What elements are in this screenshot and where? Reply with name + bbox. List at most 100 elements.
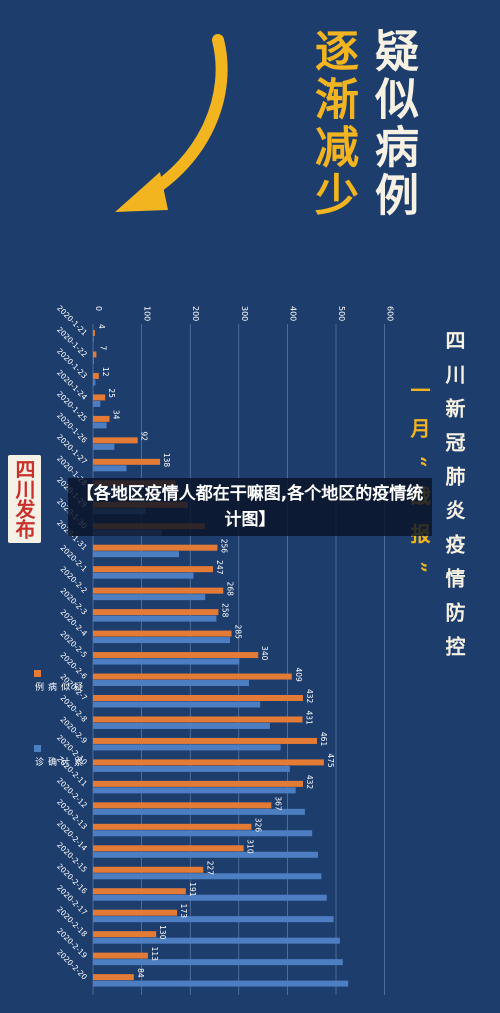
tick-label: 400	[288, 306, 297, 321]
bar-confirmed	[93, 787, 296, 794]
data-label: 475	[326, 753, 335, 768]
data-label: 310	[246, 839, 255, 854]
bar-confirmed	[93, 808, 305, 815]
bar-suspected	[93, 673, 292, 680]
legend-swatch-suspected	[34, 670, 41, 677]
data-label: 247	[215, 560, 224, 575]
bar-confirmed	[93, 379, 96, 386]
tick-label: 200	[191, 306, 200, 321]
bar-confirmed	[93, 443, 115, 450]
subtitle: 逐渐减少	[307, 28, 358, 220]
data-label: 367	[273, 796, 282, 811]
bar-confirmed	[93, 873, 322, 880]
bar-confirmed	[93, 722, 270, 729]
data-label: 92	[140, 431, 149, 441]
data-label: 130	[158, 925, 167, 940]
bar-confirmed	[93, 980, 349, 987]
data-label: 227	[205, 861, 214, 876]
caption-banner: 【各地区疫情人都在干嘛图,各个地区的疫情统计图】	[68, 478, 432, 536]
tick-label: 600	[386, 306, 395, 321]
bar-confirmed	[93, 637, 231, 644]
bar-suspected	[93, 823, 252, 830]
bar-suspected	[93, 458, 161, 465]
header-title: 四川新冠肺炎疫情防控	[442, 330, 466, 670]
bar-suspected	[93, 694, 303, 701]
data-label: 340	[260, 646, 269, 661]
data-label: 4	[97, 324, 106, 329]
bar-confirmed	[93, 959, 343, 966]
bar-confirmed	[93, 357, 94, 364]
data-label: 138	[162, 453, 171, 468]
bar-suspected	[93, 952, 148, 959]
bar-suspected	[93, 716, 303, 723]
data-label: 432	[305, 689, 314, 704]
bar-suspected	[93, 566, 214, 573]
bar-suspected	[93, 394, 106, 401]
tick-label: 0	[94, 306, 103, 311]
data-label: 432	[305, 775, 314, 790]
bar-suspected	[93, 974, 134, 981]
data-label: 25	[107, 388, 116, 398]
bar-suspected	[93, 652, 259, 659]
bar-suspected	[93, 759, 324, 766]
bar-confirmed	[93, 615, 217, 622]
data-label: 84	[136, 968, 145, 978]
data-label: 431	[304, 710, 313, 725]
main-title: 疑似病例	[367, 28, 418, 220]
bar-suspected	[93, 931, 157, 938]
bar-suspected	[93, 609, 219, 616]
bar-confirmed	[93, 336, 94, 343]
bar-confirmed	[93, 658, 240, 665]
bar-suspected	[93, 845, 244, 852]
data-label: 285	[234, 625, 243, 640]
data-label: 256	[219, 539, 228, 554]
bar-confirmed	[93, 765, 290, 772]
data-label: 34	[112, 410, 121, 420]
data-label: 461	[319, 732, 328, 747]
legend-label-suspected: 疑似病例	[33, 682, 82, 691]
bar-confirmed	[93, 465, 127, 472]
logo: 四川发布	[8, 455, 41, 543]
bar-suspected	[93, 544, 218, 551]
data-label: 409	[294, 668, 303, 683]
bar-suspected	[93, 909, 178, 916]
legend-swatch-confirmed	[34, 745, 41, 752]
data-label: 191	[188, 882, 197, 897]
bar-suspected	[93, 330, 95, 336]
bar-confirmed	[93, 701, 261, 708]
tick-label: 500	[337, 306, 346, 321]
data-label: 7	[98, 345, 107, 350]
bar-suspected	[93, 351, 97, 358]
bar-suspected	[93, 866, 204, 873]
bar-confirmed	[93, 400, 101, 407]
legend-label-confirmed: 累计确诊	[33, 757, 82, 766]
tick-label: 300	[240, 306, 249, 321]
bar-confirmed	[93, 594, 206, 601]
bar-suspected	[93, 372, 99, 379]
data-label: 326	[253, 818, 262, 833]
bar-confirmed	[93, 551, 180, 558]
bar-confirmed	[93, 422, 107, 429]
bar-confirmed	[93, 894, 327, 901]
bar-suspected	[93, 630, 232, 637]
bar-confirmed	[93, 830, 313, 837]
bar-suspected	[93, 587, 224, 594]
data-label: 268	[225, 582, 234, 597]
data-label: 173	[179, 904, 188, 919]
bar-suspected	[93, 437, 138, 444]
bar-suspected	[93, 780, 303, 787]
bar-confirmed	[93, 744, 281, 751]
bar-confirmed	[93, 851, 319, 858]
bar-confirmed	[93, 916, 334, 923]
bar-suspected	[93, 888, 186, 895]
bar-confirmed	[93, 572, 194, 579]
data-label: 12	[101, 367, 110, 377]
bar-confirmed	[93, 937, 340, 944]
bar-suspected	[93, 802, 272, 809]
data-label: 258	[220, 603, 229, 618]
bar-confirmed	[93, 680, 250, 687]
bar-suspected	[93, 415, 110, 422]
tick-label: 100	[143, 306, 152, 321]
